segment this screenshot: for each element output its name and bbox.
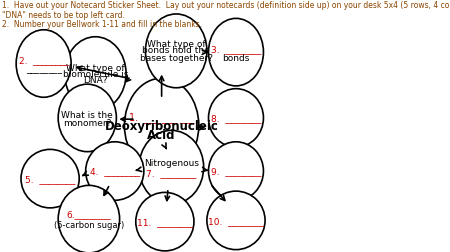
Ellipse shape — [145, 15, 207, 88]
Ellipse shape — [65, 38, 126, 111]
Text: bases together?: bases together? — [140, 53, 213, 62]
Text: 10.  ________: 10. ________ — [208, 216, 264, 225]
Text: 9.  ________: 9. ________ — [211, 167, 261, 176]
Ellipse shape — [208, 142, 263, 201]
Text: What is the: What is the — [61, 110, 113, 119]
Ellipse shape — [58, 85, 117, 152]
Text: 4.  ________: 4. ________ — [90, 167, 140, 176]
Ellipse shape — [125, 79, 199, 173]
Text: DNA?: DNA? — [83, 76, 108, 85]
Text: bonds: bonds — [222, 53, 250, 62]
Ellipse shape — [207, 191, 265, 250]
Ellipse shape — [58, 186, 120, 252]
Text: 7.  ________: 7. ________ — [146, 168, 197, 177]
Ellipse shape — [139, 131, 204, 204]
Text: (5-carbon sugar): (5-carbon sugar) — [54, 220, 124, 229]
Text: 6.________: 6.________ — [67, 210, 111, 219]
Ellipse shape — [16, 31, 71, 98]
Text: 5.  ________: 5. ________ — [25, 174, 75, 183]
Ellipse shape — [86, 142, 144, 201]
Text: Nitrogenous: Nitrogenous — [144, 158, 199, 167]
Text: monomer?: monomer? — [63, 119, 112, 128]
Text: 2.  ________: 2. ________ — [18, 56, 69, 65]
Text: 1.  Have out your Notecard Sticker Sheet.  Lay out your notecards (definition si: 1. Have out your Notecard Sticker Sheet.… — [2, 1, 450, 10]
Ellipse shape — [208, 19, 263, 86]
Text: Acid: Acid — [148, 128, 176, 141]
Ellipse shape — [208, 89, 263, 148]
Text: What type of: What type of — [147, 40, 206, 49]
Text: bonds hold the: bonds hold the — [142, 46, 210, 55]
Text: 3.  ________: 3. ________ — [211, 45, 261, 54]
Text: What type of: What type of — [66, 64, 125, 73]
Ellipse shape — [21, 150, 79, 208]
Text: 1.  ___ ___ ___: 1. ___ ___ ___ — [129, 112, 194, 123]
Text: biomolecule is: biomolecule is — [63, 70, 128, 79]
Text: Deoxyribonucleic: Deoxyribonucleic — [105, 119, 219, 133]
Ellipse shape — [136, 193, 194, 251]
Text: ________: ________ — [26, 65, 62, 74]
Text: 8.  ________: 8. ________ — [211, 114, 261, 123]
Text: 2.  Number your Bellwork 1-11 and fill in the blanks.: 2. Number your Bellwork 1-11 and fill in… — [2, 20, 202, 29]
Text: "DNA" needs to be top left card.: "DNA" needs to be top left card. — [2, 11, 125, 20]
Text: 11.  ________: 11. ________ — [137, 217, 193, 226]
